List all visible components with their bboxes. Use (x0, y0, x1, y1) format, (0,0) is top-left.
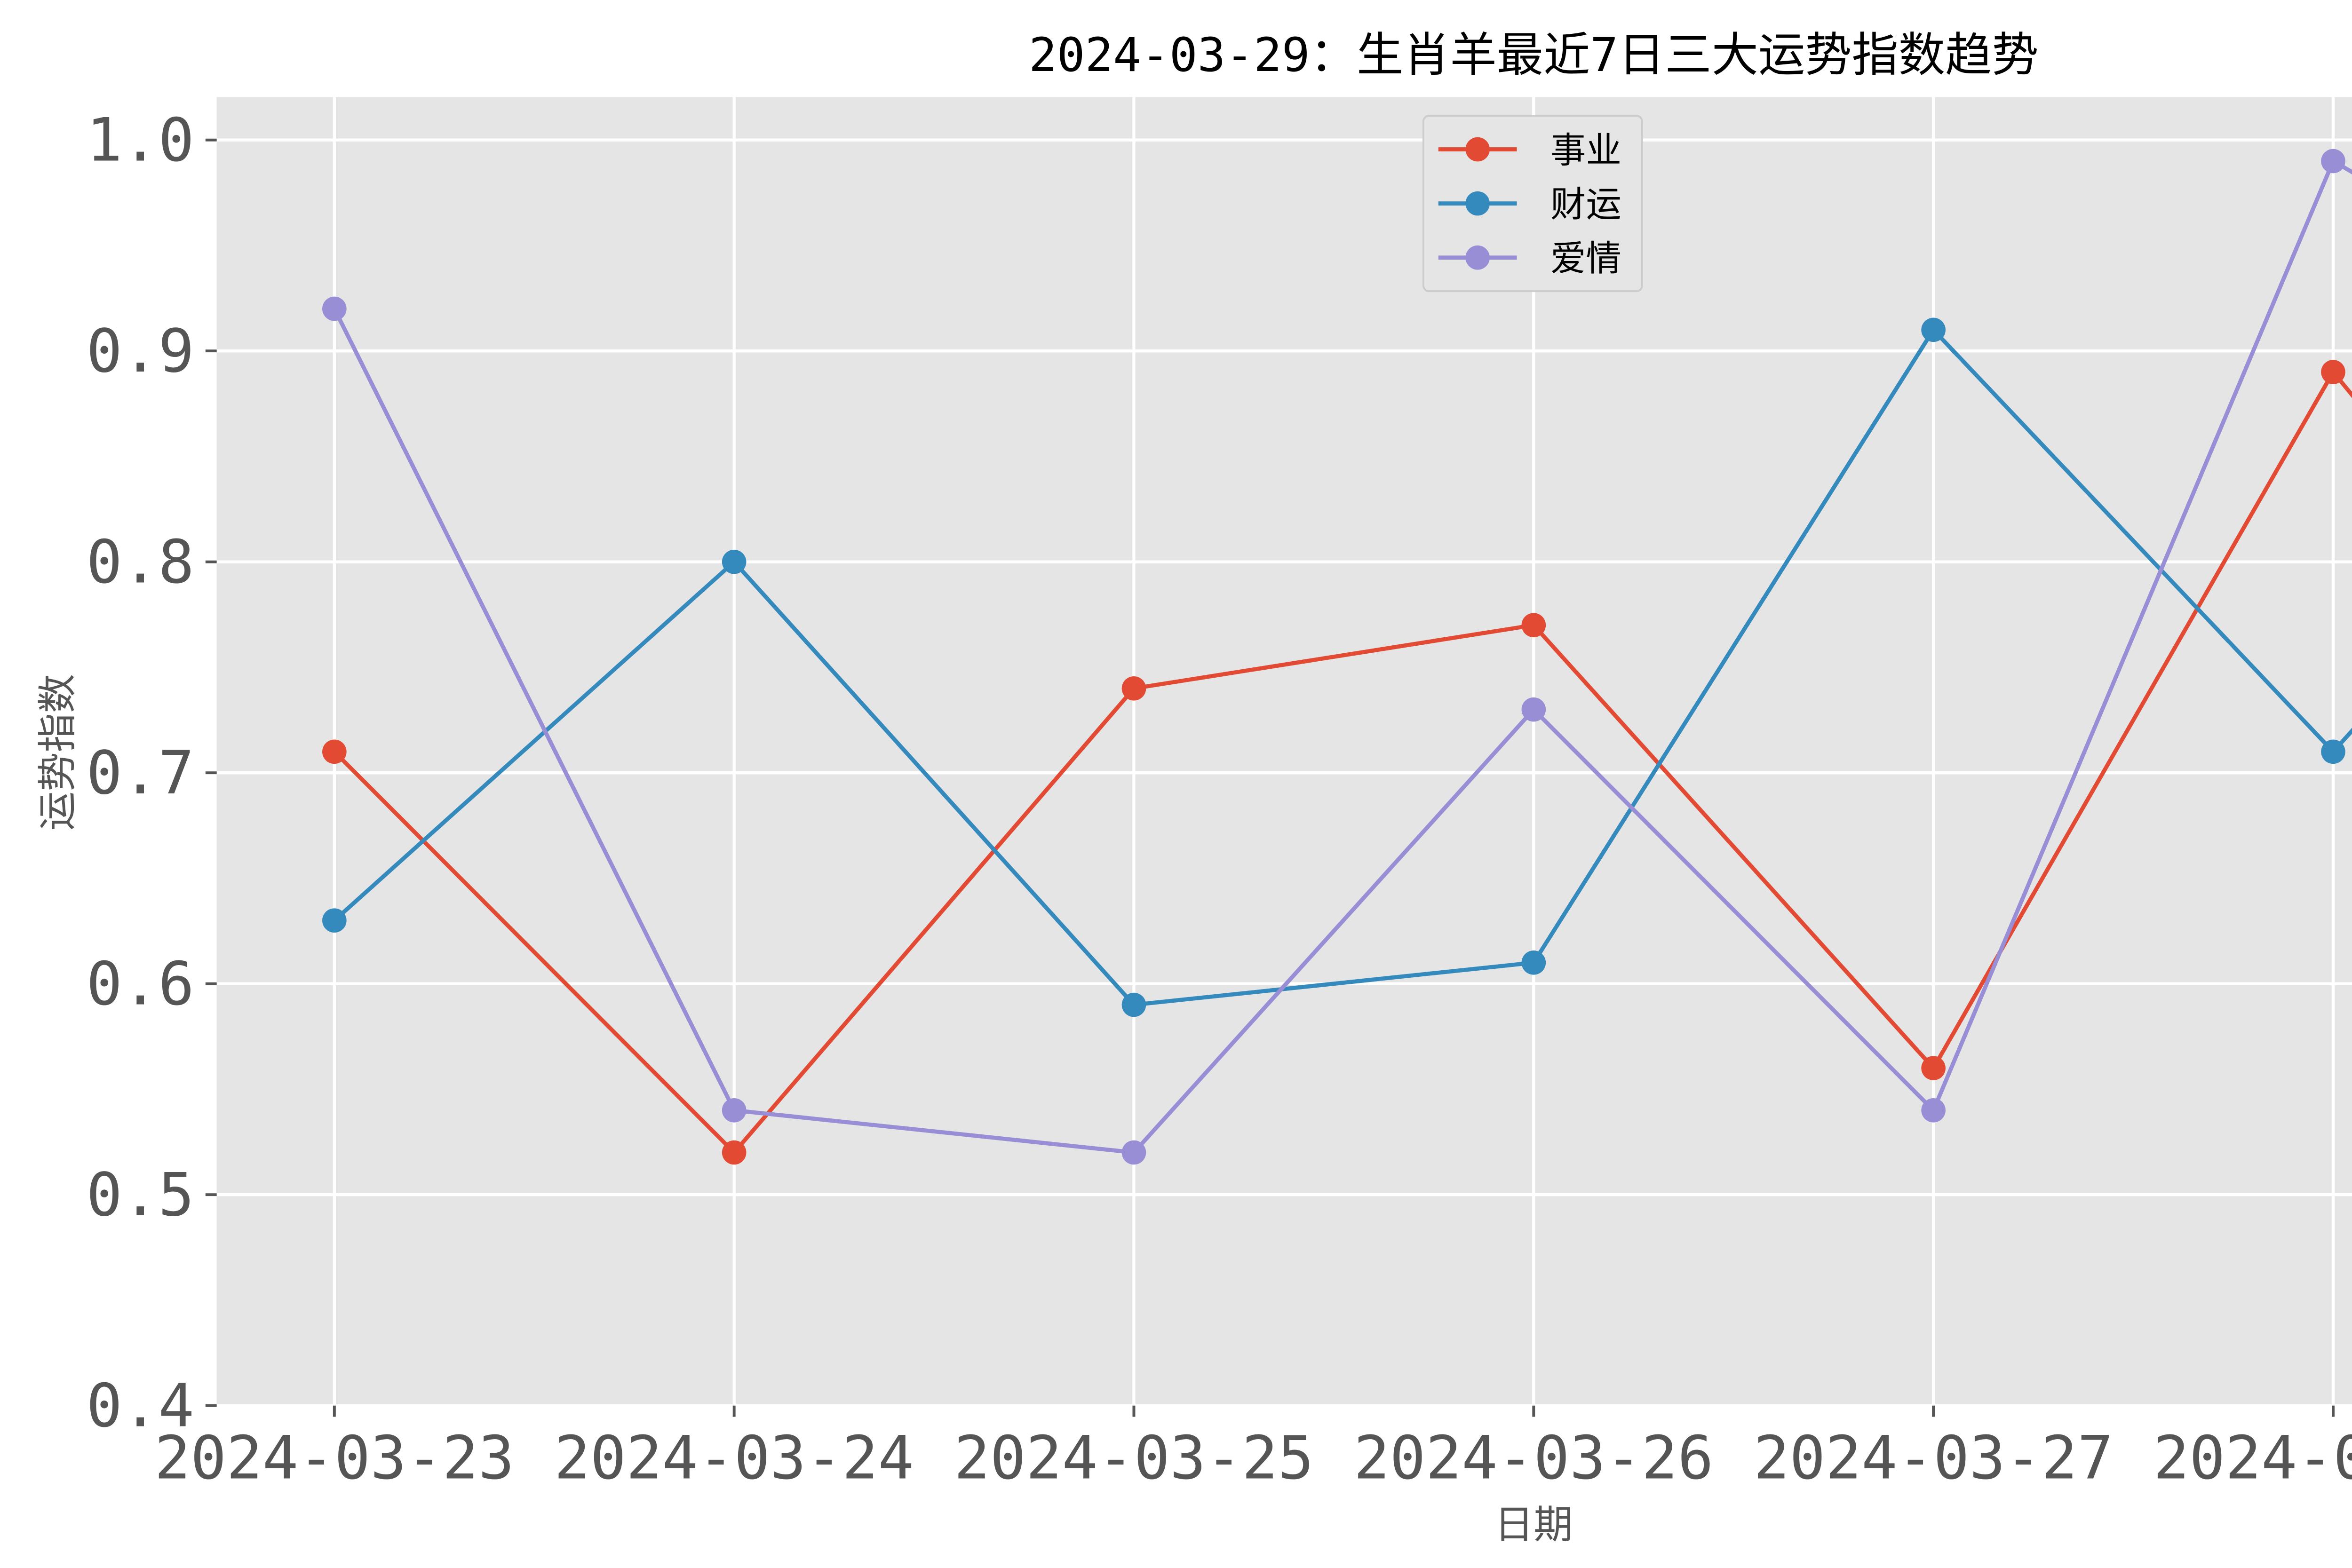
y-tick-label: 0.7 (86, 738, 194, 808)
data-point-marker (322, 296, 347, 321)
data-point-marker (2321, 149, 2345, 174)
data-point-marker (2321, 739, 2345, 764)
data-point-marker (322, 908, 347, 933)
series-1 (322, 317, 2352, 1017)
y-tick-label: 0.4 (86, 1370, 194, 1440)
data-point-marker (1121, 676, 1146, 701)
data-point-marker (1121, 1140, 1146, 1165)
y-axis-ticks: 0.4 0.5 0.6 0.7 0.8 0.9 1.0 (86, 105, 217, 1440)
data-point-marker (1921, 1098, 1946, 1123)
chart-title: 2024-03-29：生肖羊最近7日三大运势指数趋势 (1029, 28, 2039, 82)
series-2 (322, 149, 2352, 1165)
legend-label: 事业 (1550, 129, 1621, 171)
x-axis-label: 日期 (1494, 1502, 1573, 1548)
y-axis-label: 运势指数 (35, 674, 80, 831)
data-point-marker (1521, 697, 1546, 722)
legend-marker-icon (1465, 191, 1490, 216)
data-point-marker (2321, 360, 2345, 384)
data-point-marker (1121, 992, 1146, 1017)
x-tick-label: 2024-03-23 (154, 1423, 514, 1493)
x-tick-label: 2024-03-27 (1754, 1423, 2114, 1493)
legend-item: 财运 (1438, 183, 1621, 225)
data-point-marker (722, 549, 747, 574)
data-point-marker (1521, 613, 1546, 638)
plot-area (216, 97, 2352, 1406)
legend-label: 爱情 (1550, 238, 1621, 279)
series-lines (322, 149, 2352, 1165)
grid-lines (216, 97, 2352, 1407)
legend-marker-icon (1465, 245, 1490, 270)
legend-label: 财运 (1550, 183, 1621, 225)
y-tick-label: 0.8 (86, 527, 194, 596)
legend-item: 事业 (1438, 129, 1621, 171)
y-tick-label: 0.9 (86, 316, 194, 386)
legend-marker-icon (1465, 137, 1490, 162)
data-point-marker (322, 739, 347, 764)
legend-item: 爱情 (1438, 238, 1621, 279)
x-tick-label: 2024-03-25 (954, 1423, 1314, 1493)
y-tick-label: 0.6 (86, 949, 194, 1018)
y-tick-label: 1.0 (86, 105, 194, 174)
x-tick-label: 2024-03-28 (2153, 1423, 2352, 1493)
x-tick-label: 2024-03-26 (1354, 1423, 1714, 1493)
data-point-marker (1921, 1056, 1946, 1080)
x-axis-ticks: 2024-03-23 2024-03-24 2024-03-25 2024-03-26… (154, 1405, 2352, 1493)
data-point-marker (1921, 317, 1946, 342)
data-point-marker (722, 1140, 747, 1165)
series-0 (322, 360, 2352, 1165)
x-tick-label: 2024-03-24 (554, 1423, 914, 1493)
data-point-marker (722, 1098, 747, 1123)
data-point-marker (1521, 950, 1546, 975)
y-tick-label: 0.5 (86, 1160, 194, 1229)
